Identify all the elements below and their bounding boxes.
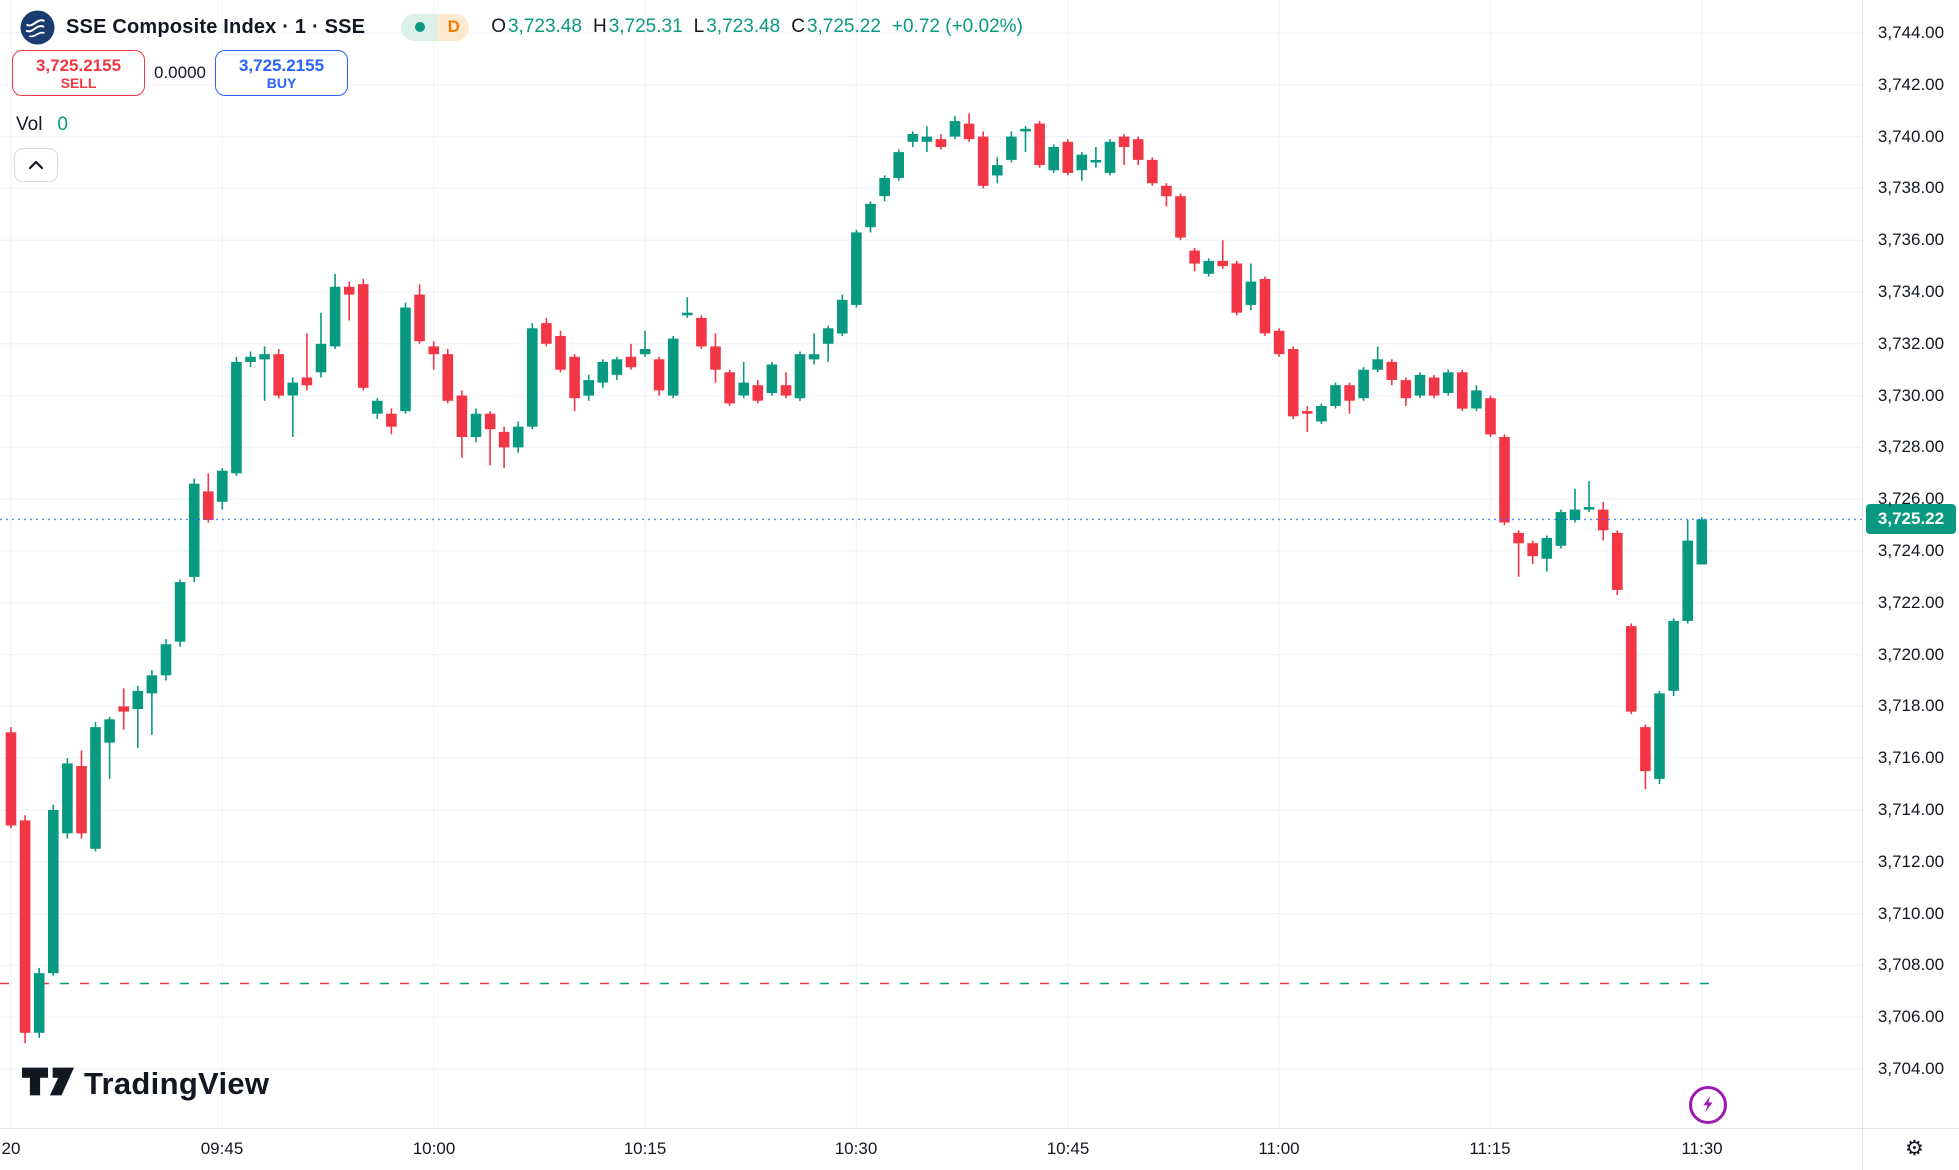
open-label: O [491, 16, 506, 37]
low-label: L [693, 16, 705, 37]
buy-button[interactable]: 3,725.2155 BUY [215, 50, 348, 96]
price-axis-label: 3,726.00 [1877, 489, 1945, 508]
time-axis[interactable]: 20 09:45 10:00 10:15 10:30 10:45 11:00 11:15 11:… [0, 1128, 1862, 1170]
volume-value: 0 [57, 114, 68, 135]
price-axis-label: 3,742.00 [1877, 75, 1945, 94]
candlestick-chart[interactable] [0, 0, 1862, 1128]
settings-gear-icon[interactable]: ⚙ [1905, 1137, 1924, 1160]
sell-button[interactable]: 3,725.2155 SELL [12, 50, 145, 96]
time-axis-label: 10:30 [834, 1139, 878, 1158]
time-axis-label: 20 [1, 1139, 21, 1158]
price-axis-label: 3,718.00 [1877, 696, 1945, 715]
price-axis-label: 3,744.00 [1877, 23, 1945, 42]
chevron-up-icon [28, 158, 44, 173]
price-axis-label: 3,716.00 [1877, 748, 1945, 767]
high-label: H [592, 16, 607, 37]
price-axis-label: 3,710.00 [1877, 904, 1945, 923]
volume-legend: Vol 0 [16, 114, 68, 136]
price-axis-label: 3,720.00 [1877, 645, 1945, 664]
price-axis-label: 3,706.00 [1877, 1007, 1945, 1026]
ohlc-readout: O 3,723.48 H 3,725.31 L 3,723.48 C 3,725.22 … [491, 16, 1023, 38]
tradingview-logo-text: TradingView [84, 1066, 270, 1101]
volume-label: Vol [16, 114, 43, 135]
price-axis[interactable]: 3,725.22 3,744.00 3,742.00 3,740.00 3,738.0… [1862, 0, 1959, 1128]
buy-label: BUY [266, 74, 297, 91]
change-value: +0.72 (+0.02%) [891, 16, 1023, 37]
low-value: 3,723.48 [706, 16, 781, 37]
chart-pane[interactable]: SSE Composite Index · 1 · SSE D O 3,723.4… [0, 0, 1862, 1128]
collapse-legend-button[interactable] [14, 148, 58, 182]
time-axis-label: 10:00 [412, 1139, 456, 1158]
price-axis-label: 3,730.00 [1877, 386, 1945, 405]
time-axis-label: 11:15 [1469, 1139, 1511, 1158]
candles [5, 113, 1708, 1044]
buy-price: 3,725.2155 [238, 55, 325, 75]
time-axis-label: 11:00 [1258, 1139, 1300, 1158]
close-value: 3,725.22 [806, 16, 881, 37]
tradingview-logo[interactable]: TradingView [22, 1066, 269, 1102]
time-axis-label: 09:45 [200, 1139, 244, 1158]
price-axis-label: 3,736.00 [1877, 230, 1945, 249]
sse-exchange-logo-icon [20, 9, 55, 45]
spread-value: 0.0000 [154, 63, 206, 82]
price-axis-label: 3,714.00 [1877, 800, 1945, 819]
time-axis-label: 10:15 [623, 1139, 667, 1158]
tradingview-mark-icon [22, 1067, 74, 1101]
price-axis-label: 3,704.00 [1877, 1059, 1945, 1078]
open-value: 3,723.48 [507, 16, 582, 37]
high-value: 3,725.31 [608, 16, 683, 37]
price-axis-label: 3,734.00 [1877, 282, 1945, 301]
price-axis-label: 3,738.00 [1877, 178, 1945, 197]
price-axis-label: 3,712.00 [1877, 852, 1945, 871]
axis-corner: ⚙ [1862, 1128, 1959, 1170]
lightning-button[interactable] [1689, 1086, 1727, 1124]
price-axis-label: 3,732.00 [1877, 334, 1945, 353]
sell-label: SELL [60, 74, 97, 91]
price-axis-label: 3,740.00 [1877, 127, 1945, 146]
market-status-badge: D [401, 13, 470, 41]
last-price-label: 3,725.22 [1866, 504, 1956, 534]
sell-price: 3,725.2155 [35, 55, 122, 75]
lightning-bolt-icon [1698, 1094, 1718, 1117]
price-axis-label: 3,708.00 [1877, 955, 1945, 974]
grid-lines [0, 0, 1862, 1128]
time-axis-label: 11:30 [1681, 1139, 1723, 1158]
market-open-dot-icon [401, 13, 439, 41]
symbol-legend: SSE Composite Index · 1 · SSE D O 3,723.4… [20, 8, 1023, 46]
symbol-title[interactable]: SSE Composite Index · 1 · SSE [66, 15, 366, 38]
interval-badge: D [438, 13, 470, 41]
price-axis-label: 3,722.00 [1877, 593, 1945, 612]
price-axis-label: 3,724.00 [1877, 541, 1945, 560]
close-label: C [791, 16, 805, 37]
price-axis-label: 3,728.00 [1877, 437, 1945, 456]
time-axis-label: 10:45 [1046, 1139, 1090, 1158]
